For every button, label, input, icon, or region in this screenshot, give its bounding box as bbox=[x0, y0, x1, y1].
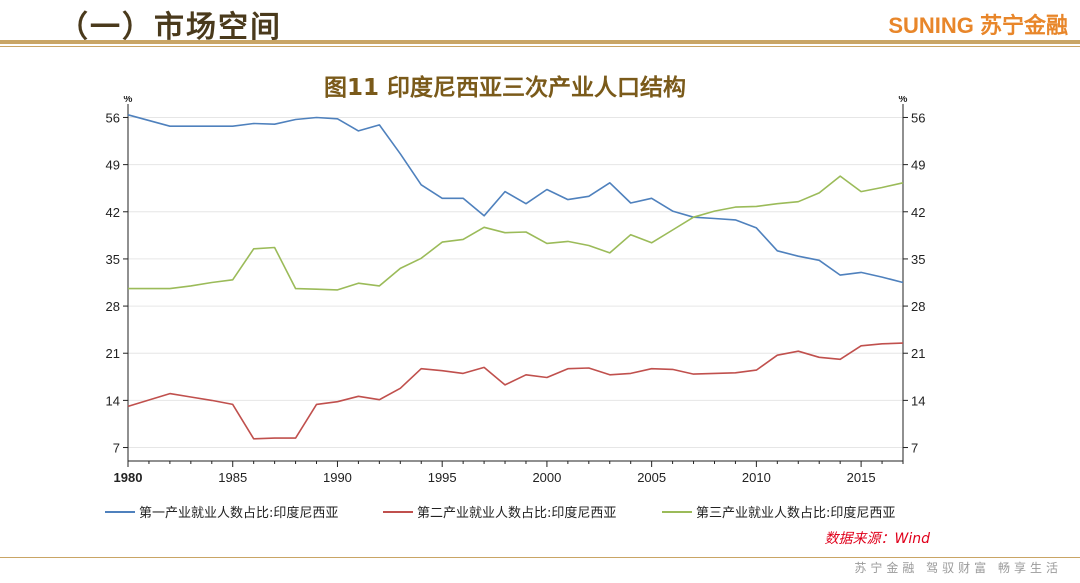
footer-tagline: 苏宁金融 驾驭财富 畅享生活 bbox=[854, 561, 1062, 575]
y-tick-label-right: 35 bbox=[911, 252, 925, 267]
y-tick-label-left: 14 bbox=[106, 393, 120, 408]
x-tick-label: 2015 bbox=[847, 470, 876, 485]
header-divider-thin bbox=[0, 46, 1080, 47]
footer-divider bbox=[0, 557, 1080, 558]
series-line-2 bbox=[127, 342, 904, 440]
chart-title: 图11 印度尼西亚三次产业人口结构 bbox=[323, 75, 686, 101]
y-tick-label-right: 21 bbox=[911, 346, 925, 361]
y-tick-label-right: 14 bbox=[911, 393, 925, 408]
y-tick-label-right: 56 bbox=[911, 110, 925, 125]
y-unit-right: % bbox=[899, 96, 908, 105]
y-unit-left: % bbox=[124, 96, 133, 105]
y-tick-label-right: 7 bbox=[911, 441, 918, 456]
y-tick-label-left: 49 bbox=[106, 158, 120, 173]
legend-label-1: 第一产业就业人数占比:印度尼西亚 bbox=[139, 505, 338, 521]
data-source-note: 数据来源：Wind bbox=[824, 531, 931, 547]
x-tick-label: 1995 bbox=[428, 470, 457, 485]
y-tick-label-left: 7 bbox=[113, 441, 120, 456]
legend-label-3: 第三产业就业人数占比:印度尼西亚 bbox=[696, 505, 895, 521]
y-tick-label-left: 28 bbox=[106, 299, 120, 314]
y-tick-label-left: 56 bbox=[106, 110, 120, 125]
y-tick-label-right: 28 bbox=[911, 299, 925, 314]
x-tick-label: 2005 bbox=[637, 470, 666, 485]
y-tick-label-right: 49 bbox=[911, 158, 925, 173]
series-line-1 bbox=[127, 114, 904, 284]
x-tick-label: 1990 bbox=[323, 470, 352, 485]
y-tick-label-right: 42 bbox=[911, 205, 925, 220]
x-tick-label: 1980 bbox=[114, 470, 143, 485]
header-divider bbox=[0, 40, 1080, 44]
x-tick-label: 2000 bbox=[532, 470, 561, 485]
y-tick-label-left: 35 bbox=[106, 252, 120, 267]
legend-label-2: 第二产业就业人数占比:印度尼西亚 bbox=[417, 505, 616, 521]
brand-logo: SUNING 苏宁金融 bbox=[888, 13, 1068, 38]
section-title: （一）市场空间 bbox=[58, 10, 282, 45]
y-tick-label-left: 42 bbox=[106, 205, 120, 220]
line-chart: 7 7 14 14 21 21 28 28 35 35 42 42 49 49 56 56% % 1980 1985… bbox=[105, 96, 925, 521]
y-tick-label-left: 21 bbox=[106, 346, 120, 361]
series-line-3 bbox=[128, 175, 904, 291]
x-tick-label: 1985 bbox=[218, 470, 247, 485]
x-tick-label: 2010 bbox=[742, 470, 771, 485]
